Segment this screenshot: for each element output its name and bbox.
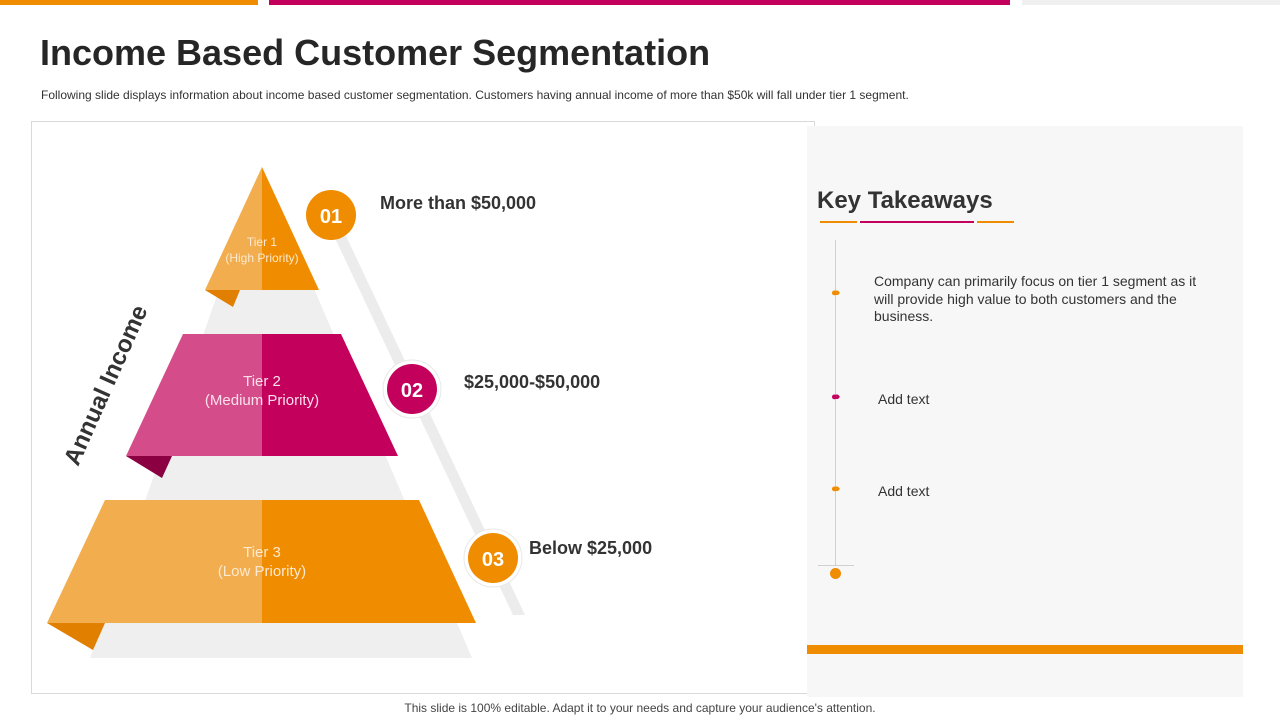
page-title: Income Based Customer Segmentation (40, 32, 711, 73)
takeaway-item-1: Company can primarily focus on tier 1 se… (874, 273, 1197, 324)
takeaway-bullet-2: ●›››› (831, 391, 840, 403)
top-bar-grey (1022, 0, 1280, 5)
bullet-dot-icon: ● (831, 483, 837, 495)
tier-2-priority: (Medium Priority) (205, 392, 319, 409)
bullet-dot-icon: ● (831, 287, 837, 299)
chevrons-right-icon: ›››› (834, 483, 840, 495)
tier-3-badge (468, 533, 518, 583)
takeaway-bullet-3: ●›››› (831, 483, 840, 495)
tier-3-name: Tier 3 (243, 544, 281, 561)
chevrons-right-icon: ›››› (834, 287, 840, 299)
tier-1-shape (205, 167, 319, 307)
takeaway-item-2: Add text (878, 391, 930, 407)
tier-2-number: 02 (401, 380, 423, 402)
tier-1-number: 01 (320, 206, 342, 228)
takeaways-bottom-bar (807, 645, 1243, 654)
takeaway-item-3: Add text (878, 483, 930, 499)
top-bar-magenta (269, 0, 1010, 5)
tier-2-range: $25,000-$50,000 (464, 372, 601, 392)
diagonal-bar (334, 236, 525, 615)
heading-underline-3 (977, 221, 1014, 223)
tier-3-number: 03 (482, 549, 504, 571)
tier-2-name: Tier 2 (243, 373, 281, 390)
tier-1-name: Tier 1 (247, 235, 278, 249)
bullet-dot-icon: ● (831, 391, 837, 403)
page-subtitle: Following slide displays information abo… (41, 88, 909, 102)
timeline-end-dot (830, 568, 841, 579)
top-bar-orange (0, 0, 258, 5)
tier-3-range: Below $25,000 (529, 538, 653, 558)
footer-note: This slide is 100% editable. Adapt it to… (404, 701, 876, 715)
takeaway-bullet-1: ●›››› (831, 287, 840, 299)
tier-1-range: More than $50,000 (380, 193, 537, 213)
tier-2-shape (126, 334, 398, 478)
heading-underline-2 (860, 221, 974, 223)
heading-underline-1 (820, 221, 857, 223)
tier-3-shape (47, 500, 476, 650)
tier-1-priority: (High Priority) (225, 251, 298, 265)
chevrons-right-icon: ›››› (834, 391, 840, 403)
tier-2-badge (387, 364, 437, 414)
takeaways-heading: Key Takeaways (817, 187, 993, 214)
tier-3-priority: (Low Priority) (218, 563, 306, 580)
timeline-base (818, 565, 854, 566)
pyramid-graphic: 01 02 03 Tier 1 (High Priority) Tier 2 (… (47, 167, 525, 658)
timeline-line (835, 240, 836, 566)
tier-1-badge (306, 190, 356, 240)
